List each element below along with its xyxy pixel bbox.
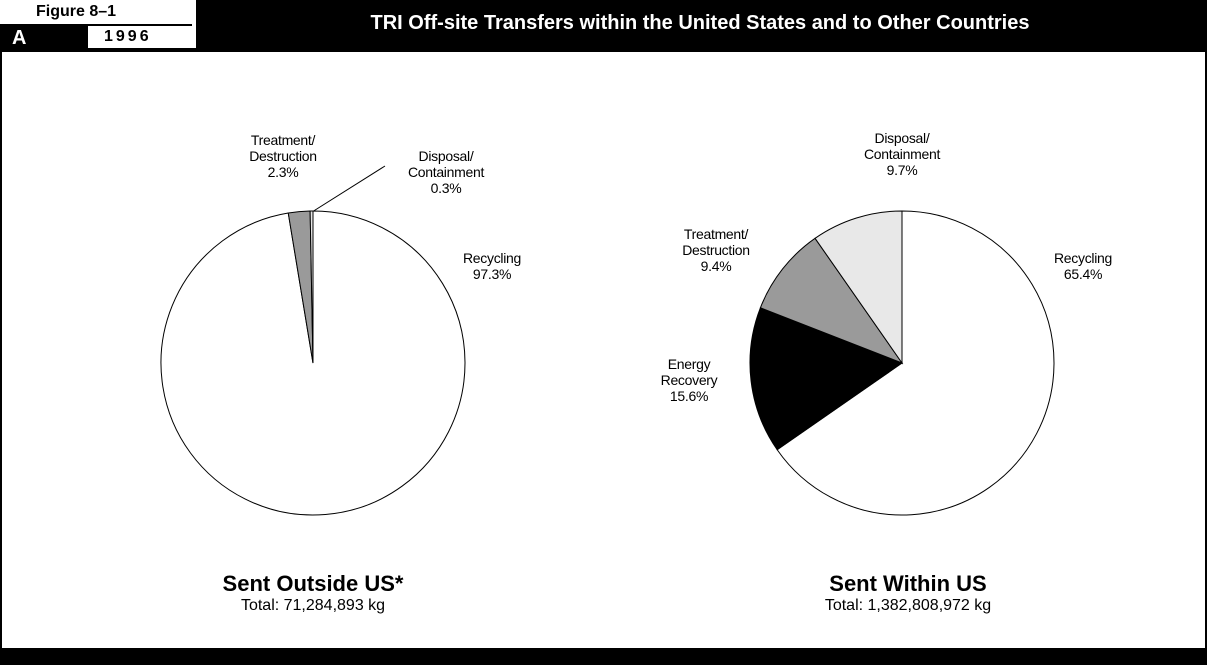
slice-value-label: 9.7%: [886, 162, 918, 178]
slice-label: Disposal/ Containment: [863, 130, 941, 162]
slice-value-label: 9.4%: [700, 258, 732, 274]
pie-title: Sent Within US: [829, 571, 987, 596]
chart-title: TRI Off-site Transfers within the United…: [370, 12, 1030, 34]
pie-slice: [776, 210, 1055, 516]
frame-left: [0, 52, 2, 652]
slice-value-label: 0.3%: [430, 180, 462, 196]
pie-subtitle: Total: 1,382,808,972 kg: [824, 597, 992, 614]
slice-label: Recycling: [463, 250, 521, 266]
figure-label: Figure 8–1: [36, 3, 117, 20]
panel-label: A: [12, 27, 27, 49]
frame-right: [1205, 52, 1207, 652]
pie-subtitle: Total: 71,284,893 kg: [240, 597, 386, 614]
header-bar: [0, 0, 1207, 48]
slice-value-label: 97.3%: [472, 266, 512, 282]
slice-label: Recycling: [1054, 250, 1112, 266]
header-rule: [0, 48, 1207, 52]
slice-value-label: 65.4%: [1063, 266, 1103, 282]
slice-label: Treatment/ Destruction: [682, 226, 750, 258]
pie-slice: [814, 210, 903, 365]
pie-title: Sent Outside US*: [222, 571, 404, 596]
leader-line: [311, 165, 386, 213]
slice-value-label: 15.6%: [669, 388, 709, 404]
figure-box: [0, 0, 192, 24]
year-label: 1996: [104, 28, 152, 45]
header-divider: [192, 0, 196, 52]
footer-bar: [0, 648, 1207, 665]
pie-slice: [749, 307, 904, 451]
pie-slice: [309, 210, 314, 364]
year-box: [88, 26, 192, 48]
pie-slice: [759, 237, 904, 365]
slice-label: Energy Recovery: [660, 356, 718, 388]
slice-value-label: 2.3%: [267, 164, 299, 180]
slice-label: Disposal/ Containment: [407, 148, 485, 180]
slice-label: Treatment/ Destruction: [249, 132, 317, 164]
